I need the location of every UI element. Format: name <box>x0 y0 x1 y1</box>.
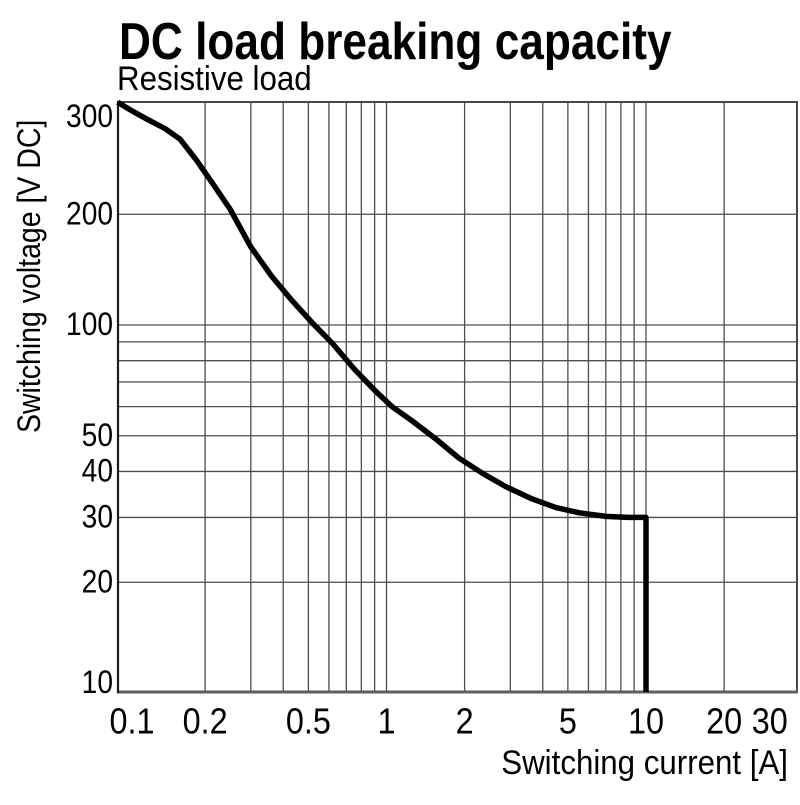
x-axis-title: Switching current [A] <box>501 743 788 782</box>
gridlines <box>118 102 797 692</box>
y-tick-label: 40 <box>82 454 113 489</box>
y-tick-label: 30 <box>82 500 113 535</box>
y-tick-label: 300 <box>66 99 113 134</box>
x-tick-label: 0.2 <box>183 702 228 742</box>
y-tick-label: 20 <box>82 565 113 600</box>
y-tick-label: 10 <box>82 665 113 700</box>
chart-subtitle: Resistive load <box>117 59 312 98</box>
y-axis-title: Switching voltage [V DC] <box>13 120 48 433</box>
x-tick-label: 1 <box>377 702 395 742</box>
curve-group <box>116 99 649 692</box>
y-tick-label: 100 <box>66 307 113 342</box>
x-tick-label: 5 <box>559 702 577 742</box>
plot-frame <box>116 101 798 694</box>
y-tick-label: 200 <box>66 197 113 232</box>
x-tick-label: 10 <box>628 702 664 742</box>
y-tick-label: 50 <box>82 418 113 453</box>
x-tick-label: 30 <box>752 702 788 742</box>
x-tick-label: 20 <box>706 702 742 742</box>
chart-title: DC load breaking capacity <box>119 13 672 71</box>
x-tick-label: 0.1 <box>109 702 154 742</box>
load-curve <box>116 99 649 692</box>
x-tick-label: 0.5 <box>286 702 331 742</box>
x-tick-label: 2 <box>456 702 474 742</box>
